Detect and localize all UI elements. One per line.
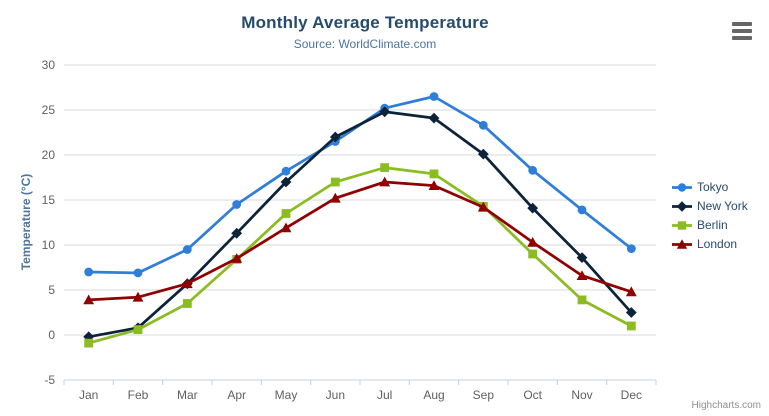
legend: Tokyo New York Berlin London	[672, 180, 748, 251]
square-series-marker-icon	[672, 220, 692, 230]
svg-text:Nov: Nov	[571, 388, 592, 402]
svg-text:Oct: Oct	[523, 388, 542, 402]
legend-item-berlin[interactable]: Berlin	[672, 218, 748, 232]
svg-text:Jun: Jun	[326, 388, 345, 402]
chart-subtitle: Source: WorldClimate.com	[293, 37, 437, 51]
svg-text:Dec: Dec	[621, 388, 642, 402]
legend-item-london[interactable]: London	[672, 237, 748, 251]
svg-text:10: 10	[42, 238, 56, 252]
svg-text:5: 5	[48, 283, 55, 297]
svg-text:Aug: Aug	[423, 388, 444, 402]
svg-text:30: 30	[42, 58, 56, 72]
legend-item-tokyo[interactable]: Tokyo	[672, 180, 748, 194]
circle-series-marker-icon	[672, 182, 692, 192]
credits-link[interactable]: Highcharts.com	[691, 400, 761, 411]
svg-text:May: May	[275, 388, 298, 402]
svg-text:Apr: Apr	[227, 388, 246, 402]
svg-text:25: 25	[42, 103, 56, 117]
svg-text:Sep: Sep	[473, 388, 495, 402]
hamburger-icon[interactable]	[730, 20, 754, 42]
svg-text:20: 20	[42, 148, 56, 162]
svg-text:-5: -5	[44, 373, 55, 387]
svg-text:Mar: Mar	[177, 388, 198, 402]
legend-item-new-york[interactable]: New York	[672, 199, 748, 213]
diamond-series-marker-icon	[672, 200, 692, 212]
svg-text:Jan: Jan	[79, 388, 98, 402]
svg-text:0: 0	[48, 328, 55, 342]
legend-label: New York	[697, 199, 748, 213]
svg-text:Feb: Feb	[128, 388, 149, 402]
svg-text:15: 15	[42, 193, 56, 207]
svg-text:Jul: Jul	[377, 388, 392, 402]
legend-label: Tokyo	[697, 180, 729, 194]
triangle-series-marker-icon	[672, 238, 692, 249]
chart-title: Monthly Average Temperature	[241, 13, 489, 32]
legend-label: London	[697, 237, 738, 251]
legend-label: Berlin	[697, 218, 728, 232]
